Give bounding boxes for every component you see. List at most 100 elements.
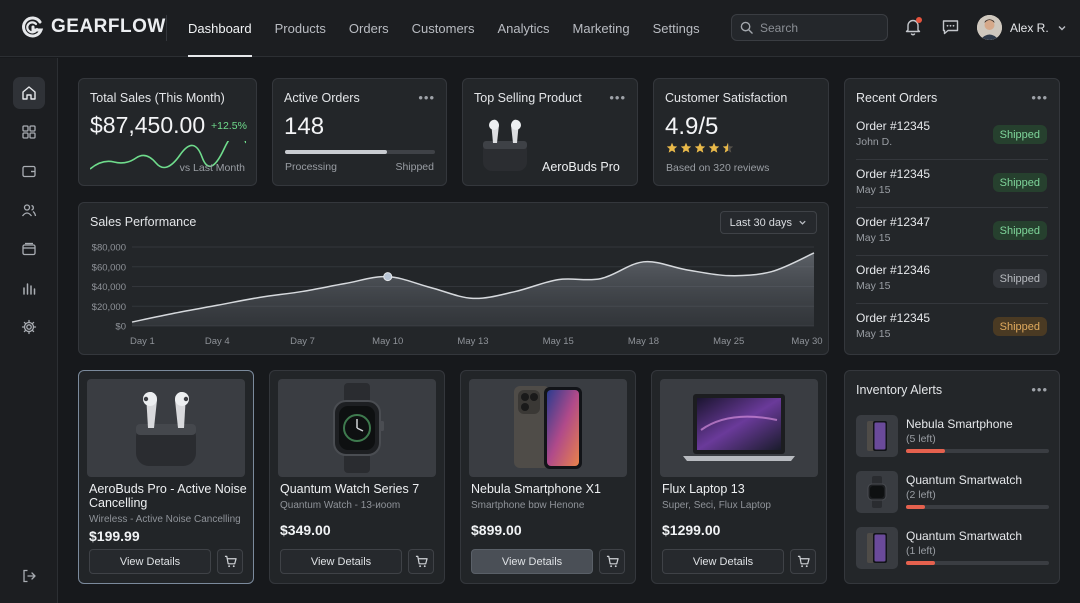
sidebar-item-logout[interactable] [13, 560, 45, 592]
shipped-label: Shipped [395, 161, 434, 173]
x-tick-label: May 15 [543, 336, 574, 347]
sidebar-item-customers[interactable] [13, 194, 45, 226]
order-meta: John D. [856, 136, 893, 148]
home-icon [22, 86, 36, 100]
highlight-point[interactable] [383, 272, 393, 282]
search-input[interactable] [760, 20, 870, 35]
earbuds-icon [483, 119, 527, 171]
sidebar-item-settings[interactable] [13, 311, 45, 343]
status-badge: Shipped [992, 125, 1047, 144]
product-image [469, 379, 627, 477]
cart-icon [224, 555, 237, 568]
nav-customers[interactable]: Customers [411, 21, 475, 36]
view-details-button[interactable]: View Details [280, 549, 402, 574]
status-badge: Shipped [992, 173, 1047, 192]
messages-button[interactable] [942, 19, 959, 35]
add-to-cart-button[interactable] [790, 549, 816, 574]
stock-level-bar [906, 561, 1049, 565]
inventory-item[interactable]: Nebula Smartphone (5 left) [856, 415, 1050, 461]
product-card[interactable]: Flux Laptop 13 Super, Seci, Flux Laptop … [651, 370, 827, 584]
add-to-cart-button[interactable] [217, 549, 243, 574]
stock-left: (2 left) [906, 489, 936, 501]
sidebar-item-analytics[interactable] [13, 272, 45, 304]
star-full-icon [708, 142, 720, 153]
divider [856, 159, 1048, 160]
smartphone-icon [514, 386, 582, 469]
order-meta: May 15 [856, 328, 891, 340]
add-to-cart-button[interactable] [408, 549, 434, 574]
smartphone-icon [856, 415, 898, 457]
view-details-button[interactable]: View Details [662, 549, 784, 574]
inventory-item-name: Quantum Smartwatch [906, 473, 1023, 487]
view-details-button[interactable]: View Details [89, 549, 211, 574]
view-details-button[interactable]: View Details [471, 549, 593, 574]
inventory-item[interactable]: Quantum Smartwatch (1 left) [856, 527, 1050, 573]
reviews-note: Based on 320 reviews [666, 162, 770, 174]
card-title: Customer Satisfaction [665, 91, 788, 105]
search-icon [740, 21, 753, 34]
star-half-icon [722, 142, 734, 153]
notifications-button[interactable] [905, 17, 922, 36]
order-row[interactable]: Order #12347 May 15 Shipped [845, 208, 1059, 256]
search-box[interactable] [731, 14, 888, 41]
nav-dashboard[interactable]: Dashboard [177, 0, 263, 57]
order-row[interactable]: Order #12346 May 15 Shipped [845, 256, 1059, 304]
sidebar-item-grid[interactable] [13, 116, 45, 148]
x-tick-label: May 10 [372, 336, 403, 347]
smartwatch-icon [856, 471, 898, 513]
x-tick-label: Day 1 [130, 336, 155, 347]
inventory-item-name: Nebula Smartphone [906, 417, 1013, 431]
sales-area [132, 252, 814, 326]
order-row[interactable]: Order #12345 May 15 Shipped [845, 304, 1059, 352]
bar-chart-icon [23, 283, 36, 295]
date-range-select[interactable]: Last 30 days [719, 211, 817, 234]
add-to-cart-button[interactable] [599, 549, 625, 574]
more-options-icon[interactable]: ••• [1031, 90, 1048, 105]
y-tick-label: $60,000 [92, 262, 126, 273]
nav-marketing[interactable]: Marketing [572, 21, 630, 36]
order-meta: May 15 [856, 280, 891, 292]
product-image [278, 379, 436, 477]
product-card[interactable]: AeroBuds Pro - Active Noise Cancelling W… [78, 370, 254, 584]
sidebar-item-home[interactable] [13, 77, 45, 109]
nav-products[interactable]: Products [274, 21, 326, 36]
order-row[interactable]: Order #12345 John D. Shipped [845, 112, 1059, 160]
user-menu[interactable]: Alex R. [977, 15, 1067, 40]
more-options-icon[interactable]: ••• [609, 90, 626, 105]
order-id: Order #12346 [856, 263, 931, 277]
x-tick-label: Day 7 [290, 336, 315, 347]
product-image [660, 379, 818, 477]
orders-progress-fill [285, 150, 387, 154]
status-badge: Shipped [992, 317, 1047, 336]
product-card[interactable]: Nebula Smartphone X1 Smartphone bɒw Heno… [460, 370, 636, 584]
product-subtitle: Quantum Watch - 13-ᴎᴏᴏm [280, 500, 401, 511]
sidebar-item-cards[interactable] [13, 233, 45, 265]
chevron-down-icon [799, 220, 806, 225]
more-options-icon[interactable]: ••• [418, 90, 435, 105]
grid-icon [22, 125, 36, 139]
sidebar [0, 58, 58, 603]
brand-logo[interactable]: GEARFLOW [20, 15, 166, 39]
order-id: Order #12345 [856, 311, 931, 325]
product-subtitle: Wireless - Active Noise Cancelling [89, 514, 241, 525]
product-price: $899.00 [471, 522, 522, 538]
top-product-card: Top Selling Product ••• AeroBuds Pro [462, 78, 638, 186]
product-name: Nebula Smartphone X1 [471, 482, 601, 496]
sidebar-item-wallet[interactable] [13, 155, 45, 187]
divider [856, 255, 1048, 256]
gearflow-logo-icon [22, 16, 44, 38]
product-card[interactable]: Quantum Watch Series 7 Quantum Watch - 1… [269, 370, 445, 584]
rating-stars [666, 142, 734, 154]
stock-level-bar [906, 449, 1049, 453]
y-tick-label: $40,000 [92, 282, 126, 293]
nav-settings[interactable]: Settings [652, 21, 700, 36]
inventory-alerts-card: Inventory Alerts ••• Nebula Smartphone (… [844, 370, 1060, 584]
nav-analytics[interactable]: Analytics [497, 21, 550, 36]
stock-level-fill [906, 561, 935, 565]
more-options-icon[interactable]: ••• [1031, 382, 1048, 397]
order-row[interactable]: Order #12345 May 15 Shipped [845, 160, 1059, 208]
nav-orders[interactable]: Orders [348, 21, 389, 36]
sales-change: +12.5% [211, 120, 247, 132]
top-product-name: AeroBuds Pro [542, 160, 620, 174]
inventory-item[interactable]: Quantum Smartwatch (2 left) [856, 471, 1050, 517]
